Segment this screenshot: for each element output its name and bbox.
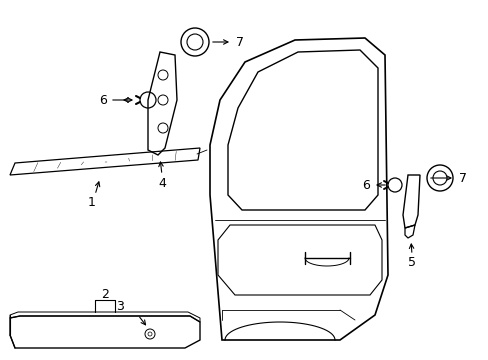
- Text: 7: 7: [458, 171, 466, 185]
- Text: 4: 4: [158, 176, 165, 189]
- Text: 2: 2: [101, 288, 109, 301]
- Text: 7: 7: [236, 36, 244, 49]
- Text: 6: 6: [361, 179, 369, 192]
- Text: 3: 3: [116, 301, 123, 314]
- Text: 6: 6: [99, 94, 107, 107]
- Text: 5: 5: [407, 256, 415, 270]
- Text: 1: 1: [88, 195, 96, 208]
